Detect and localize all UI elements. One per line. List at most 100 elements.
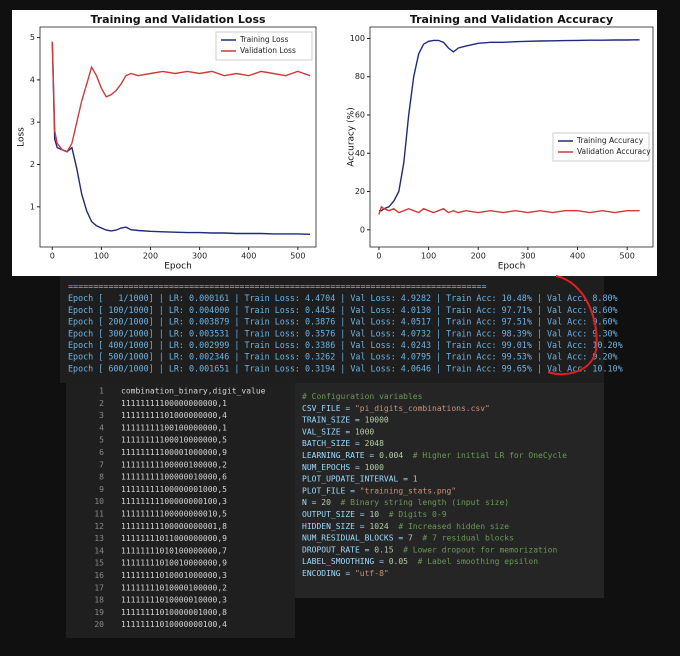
- y-tick-label: 2: [30, 160, 35, 169]
- x-axis-label: Epoch: [164, 262, 192, 272]
- plot-area: [39, 26, 317, 248]
- csv-line: 11111111010000001000,8: [121, 608, 227, 617]
- code-token: PLOT_UPDATE_INTERVAL =: [302, 474, 413, 483]
- line-number: 11: [94, 510, 104, 519]
- x-tick-label: 300: [192, 252, 207, 261]
- code-token: # Configuration variables: [302, 392, 423, 401]
- code-line: LABEL_SMOOTHING = 0.05 # Label smoothing…: [302, 557, 538, 566]
- y-tick-label: 40: [355, 149, 365, 158]
- csv-line: 11111111100000001000,5: [121, 485, 227, 494]
- code-token: 10000: [365, 415, 389, 424]
- code-line: ENCODING = "utf-8": [302, 569, 389, 578]
- x-tick-label: 100: [421, 252, 436, 261]
- csv-line: 11111111011000000000,9: [121, 534, 227, 543]
- code-line: PLOT_UPDATE_INTERVAL = 1: [302, 474, 418, 483]
- code-token: 2048: [365, 439, 384, 448]
- code-token: 0.05: [389, 557, 408, 566]
- line-number: 19: [94, 608, 104, 617]
- code-line: DROPOUT_RATE = 0.15 # Lower dropout for …: [302, 545, 557, 554]
- code-token: # 7 residual blocks: [413, 533, 514, 542]
- y-tick-label: 5: [30, 33, 35, 42]
- data-line: [51, 41, 311, 235]
- x-tick-label: 300: [520, 252, 535, 261]
- y-tick-label: 60: [355, 111, 365, 120]
- code-line: PLOT_FILE = "training_stats.png": [302, 486, 456, 495]
- line-number: 18: [94, 596, 104, 605]
- csv-line: 11111111100100000000,1: [121, 423, 227, 432]
- code-token: # Digits 0-9: [379, 510, 447, 519]
- legend-label: Training Accuracy: [576, 136, 644, 145]
- data-line: [378, 205, 640, 215]
- line-number: 14: [94, 546, 104, 555]
- code-token: # Increased hidden size: [389, 521, 510, 530]
- code-token: NUM_EPOCHS =: [302, 462, 365, 471]
- y-tick-label: 3: [30, 118, 35, 127]
- code-panel: [295, 383, 604, 598]
- code-token: 0.15: [374, 545, 393, 554]
- terminal-line: Epoch [ 400/1000] | LR: 0.002999 | Train…: [68, 340, 623, 350]
- plot-area: [369, 26, 654, 248]
- code-token: # Binary string length (input size): [331, 498, 509, 507]
- code-token: 10: [369, 510, 379, 519]
- x-tick-label: 0: [50, 252, 55, 261]
- line-number: 4: [99, 423, 104, 432]
- legend-box: [215, 31, 313, 61]
- line-number: 3: [99, 411, 104, 420]
- line-number: 1: [99, 387, 104, 396]
- x-tick-label: 400: [241, 252, 256, 261]
- code-token: ENCODING =: [302, 569, 355, 578]
- code-token: 1: [413, 474, 418, 483]
- annotation-circle: [547, 275, 598, 376]
- csv-line: 11111111100000000000,1: [121, 399, 227, 408]
- y-tick-label: 20: [355, 187, 365, 196]
- y-axis-label: Accuracy (%): [347, 107, 357, 167]
- line-number: 5: [99, 436, 104, 445]
- csv-line: 11111111010100000000,7: [121, 546, 227, 555]
- legend-box: [552, 132, 650, 162]
- y-tick-label: 80: [355, 72, 365, 81]
- csv-line: 11111111010000010000,3: [121, 596, 227, 605]
- csv-line: 11111111010001000000,3: [121, 571, 227, 580]
- code-line: N = 20 # Binary string length (input siz…: [302, 498, 509, 507]
- code-token: 7: [408, 533, 413, 542]
- csv-line: 11111111100000010000,6: [121, 473, 227, 482]
- code-token: 0.004: [379, 451, 403, 460]
- code-token: 1000: [365, 462, 384, 471]
- x-tick-label: 200: [471, 252, 486, 261]
- code-line: LEARNING_RATE = 0.004 # Higher initial L…: [302, 451, 567, 460]
- code-line: BATCH_SIZE = 2048: [302, 439, 384, 448]
- csv-line: 11111111100000000100,3: [121, 497, 227, 506]
- code-token: # Label smoothing epsilon: [408, 557, 538, 566]
- csv-line: 11111111100010000000,5: [121, 436, 227, 445]
- code-token: BATCH_SIZE =: [302, 439, 365, 448]
- code-line: TRAIN_SIZE = 10000: [302, 415, 389, 424]
- csv-line: 11111111010000100000,2: [121, 583, 227, 592]
- line-number: 13: [94, 534, 104, 543]
- x-tick-label: 500: [620, 252, 635, 261]
- line-number: 6: [99, 448, 104, 457]
- csv-line: 11111111010000000100,4: [121, 620, 227, 629]
- terminal-line: Epoch [ 600/1000] | LR: 0.001651 | Train…: [68, 363, 623, 373]
- line-number: 20: [94, 620, 104, 629]
- csv-line: 11111111100000100000,2: [121, 460, 227, 469]
- x-tick-label: 100: [94, 252, 109, 261]
- line-number: 9: [99, 485, 104, 494]
- csv-line: 11111111100000000010,5: [121, 510, 227, 519]
- terminal-panel: [60, 276, 604, 383]
- legend-label: Validation Loss: [240, 46, 296, 55]
- y-tick-label: 100: [350, 34, 365, 43]
- code-token: "training_stats.png": [360, 486, 456, 495]
- legend-label: Validation Accuracy: [577, 147, 651, 156]
- charts-panel: [12, 10, 657, 276]
- code-token: N =: [302, 498, 321, 507]
- line-number: 17: [94, 583, 104, 592]
- code-token: 1000: [355, 427, 374, 436]
- code-token: HIDDEN_SIZE =: [302, 521, 369, 530]
- x-axis-label: Epoch: [498, 262, 526, 272]
- code-token: "utf-8": [355, 569, 389, 578]
- code-line: CSV_FILE = "pi_digits_combinations.csv": [302, 403, 490, 412]
- code-token: LEARNING_RATE =: [302, 451, 379, 460]
- code-token: DROPOUT_RATE =: [302, 545, 374, 554]
- csv-panel: [66, 383, 295, 638]
